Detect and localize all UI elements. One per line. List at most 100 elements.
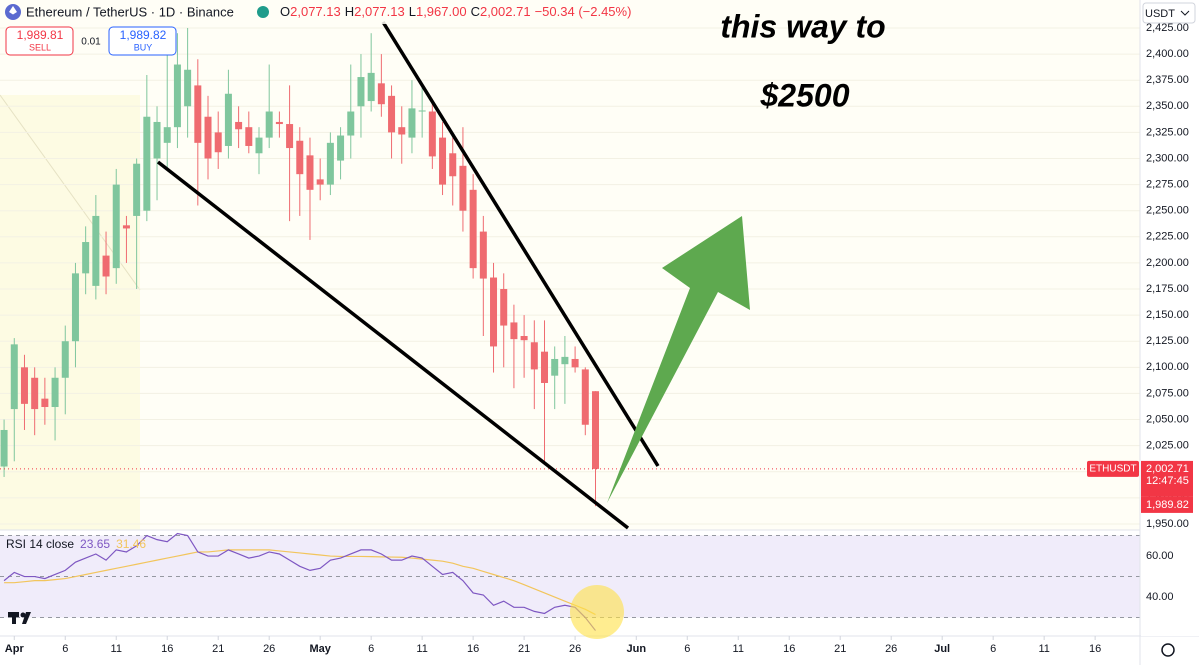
rsi-legend-label: RSI 14 close xyxy=(6,537,74,551)
currency-select[interactable] xyxy=(1142,2,1196,24)
candle-body xyxy=(439,137,447,185)
annotation: $2500 xyxy=(760,77,850,113)
candle-body xyxy=(530,342,538,370)
rsi-ma-line xyxy=(4,549,596,616)
rsi-panel: RSI 14 close 23.65 31.46 xyxy=(0,532,1140,631)
bid-tag xyxy=(1141,496,1193,513)
candle-body xyxy=(153,121,161,159)
rsi-legend-value-label: 23.65 xyxy=(80,537,110,551)
eth-icon-glyph xyxy=(9,6,17,15)
candle-body xyxy=(122,225,130,229)
x-tick-label: 26 xyxy=(263,643,275,655)
highlight-zone xyxy=(0,95,140,530)
candle-body xyxy=(61,341,69,378)
candle-body xyxy=(510,322,518,340)
y-tick-label: 2,025.00 xyxy=(1146,440,1189,452)
candle-body xyxy=(388,95,396,133)
buy-button[interactable] xyxy=(108,26,177,56)
currency: USDT xyxy=(1145,8,1175,20)
rsi-tick-label: 60.00 xyxy=(1146,550,1174,562)
candle-body xyxy=(31,377,39,410)
y-tick-label: 2,350.00 xyxy=(1146,100,1189,112)
candle-body xyxy=(275,121,283,125)
candle-body xyxy=(173,64,181,128)
candle-body xyxy=(224,93,232,146)
y-tick-label: 2,300.00 xyxy=(1146,152,1189,164)
candles xyxy=(0,27,1140,507)
candle-body xyxy=(316,179,324,185)
x-tick-label: May xyxy=(309,643,331,655)
x-tick-label: 6 xyxy=(684,643,690,655)
annotation: this way to xyxy=(720,8,885,44)
candle-body xyxy=(255,137,263,154)
candle-body xyxy=(82,242,90,274)
candle-body xyxy=(194,85,202,143)
y-tick-label: 2,050.00 xyxy=(1146,413,1189,425)
candle-body xyxy=(10,344,18,410)
candle-body xyxy=(398,127,406,135)
bid-label: 1,989.82 xyxy=(1146,499,1189,511)
grid xyxy=(0,27,1140,525)
candle-body xyxy=(459,165,467,211)
x-tick-label: Apr xyxy=(5,643,25,655)
dropdown-caret xyxy=(1180,10,1190,16)
candle-body xyxy=(571,358,579,368)
y-tick-label: 2,400.00 xyxy=(1146,48,1189,60)
candle-body xyxy=(367,72,375,102)
x-tick-label: 16 xyxy=(1089,643,1101,655)
x-tick-label: 16 xyxy=(161,643,173,655)
candle-body xyxy=(337,135,345,161)
x-tick-label: 21 xyxy=(212,643,224,655)
candle-body xyxy=(214,132,222,153)
rsi-legend-ma-label: 31.46 xyxy=(116,537,146,551)
o-value: 2,077.13 xyxy=(290,4,341,19)
candle-body xyxy=(469,189,477,269)
symbol-tag-label: ETHUSDT xyxy=(1089,464,1136,475)
ohlc: O2,077.13 H2,077.13 L1,967.00 C2,002.71 −50.… xyxy=(280,4,631,19)
candle-body xyxy=(428,111,436,157)
candle-body xyxy=(418,110,426,112)
candle-body xyxy=(92,215,100,286)
y-tick-label: 2,325.00 xyxy=(1146,126,1189,138)
y-tick-label: 2,200.00 xyxy=(1146,257,1189,269)
candle-body xyxy=(245,127,253,146)
candle-body xyxy=(184,69,192,107)
candle-body xyxy=(490,277,498,347)
candle-body xyxy=(143,116,151,211)
candle-body xyxy=(561,356,569,365)
l-value: 1,967.00 xyxy=(416,4,467,19)
y-tick-label: 2,225.00 xyxy=(1146,231,1189,243)
y-tick-label: 2,250.00 xyxy=(1146,205,1189,217)
candle-body xyxy=(133,163,141,216)
candle-body xyxy=(408,108,416,138)
candle-body xyxy=(306,155,314,190)
c-label: C xyxy=(471,4,480,19)
candle-body xyxy=(326,142,334,185)
x-tick-label: 26 xyxy=(885,643,897,655)
candle-body xyxy=(102,255,110,277)
y-tick-label: 2,125.00 xyxy=(1146,335,1189,347)
green-arrow xyxy=(607,216,750,503)
settings-icon[interactable] xyxy=(1161,643,1175,657)
candle-body xyxy=(286,124,294,149)
x-tick-label: 21 xyxy=(834,643,846,655)
candle-body xyxy=(347,111,355,136)
price-axis-bg xyxy=(1141,0,1199,636)
x-tick-label: 21 xyxy=(518,643,530,655)
x-tick-label: 16 xyxy=(783,643,795,655)
candle-body xyxy=(581,369,589,425)
candle-body xyxy=(0,429,8,467)
price-tag-label: 2,002.71 xyxy=(1146,463,1189,475)
buy-price: 1,989.82 xyxy=(120,28,167,42)
x-tick-label: 6 xyxy=(62,643,68,655)
candle-body xyxy=(112,184,120,269)
candle-body xyxy=(500,289,508,326)
y-tick-label: 2,375.00 xyxy=(1146,74,1189,86)
candle-body xyxy=(377,83,385,105)
candle-body xyxy=(357,77,365,107)
plot-background xyxy=(0,0,1140,530)
candle-body xyxy=(296,140,304,175)
sell-button[interactable] xyxy=(5,26,74,56)
x-tick-label: 6 xyxy=(368,643,374,655)
